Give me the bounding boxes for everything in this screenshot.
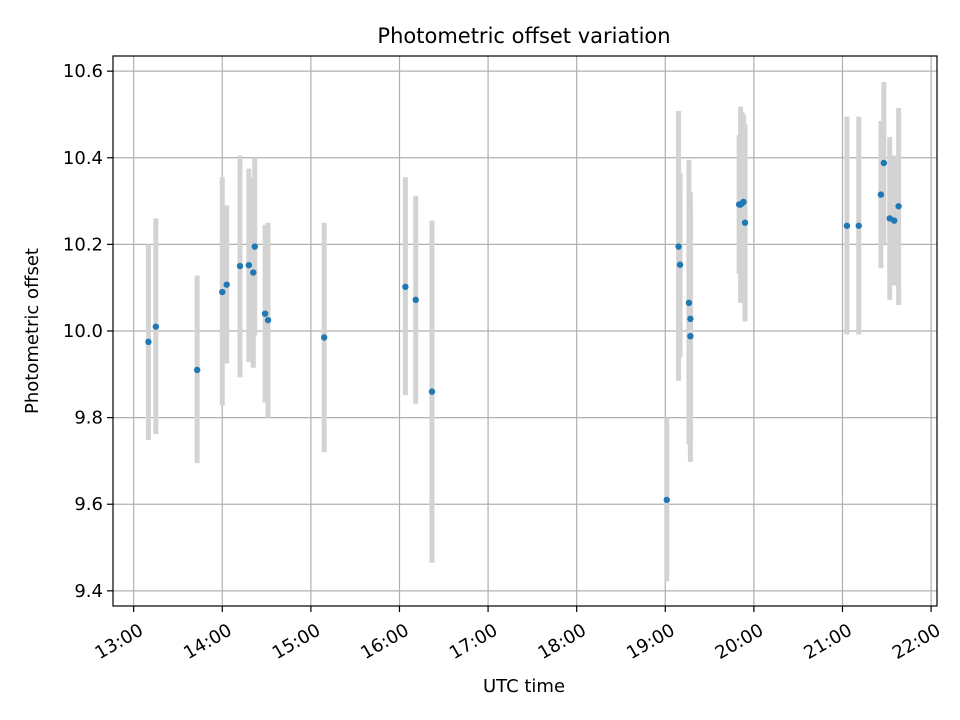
y-axis-label: Photometric offset [22, 248, 43, 414]
y-axis: 9.4 9.6 9.8 10.0 10.2 10.4 10.6 [63, 61, 113, 602]
data-point [251, 243, 258, 250]
data-point [261, 310, 269, 317]
data-point [687, 315, 694, 323]
data-point [741, 219, 749, 226]
y-tick-label: 9.4 [74, 581, 103, 602]
data-point [685, 299, 693, 307]
data-point [193, 366, 201, 374]
data-point [320, 334, 328, 341]
y-tick-label: 10.4 [63, 148, 103, 169]
y-tick-label: 10.6 [63, 61, 103, 82]
data-points [145, 159, 902, 504]
data-point [843, 222, 851, 229]
data-point [890, 217, 898, 224]
data-point [219, 288, 226, 296]
data-point [402, 283, 409, 291]
data-point [250, 269, 257, 276]
data-point [855, 222, 862, 229]
data-point [412, 296, 419, 304]
data-point [428, 388, 436, 395]
data-point [245, 261, 253, 269]
data-point [236, 262, 244, 270]
data-point [663, 496, 670, 504]
grid [113, 56, 937, 606]
chart-title: Photometric offset variation [377, 24, 670, 48]
data-point [687, 332, 694, 340]
data-point [895, 203, 902, 210]
y-tick-label: 10.0 [63, 321, 103, 342]
data-point [223, 281, 230, 288]
data-point [676, 261, 684, 268]
y-tick-label: 10.2 [63, 234, 103, 255]
y-tick-label: 9.8 [74, 408, 103, 429]
x-axis-label: UTC time [483, 676, 565, 697]
data-point [152, 323, 160, 330]
data-point [740, 198, 747, 206]
y-tick-label: 9.6 [74, 494, 103, 515]
data-point [880, 159, 888, 167]
data-point [145, 338, 152, 346]
data-point [877, 191, 885, 198]
data-point [264, 316, 272, 324]
data-point [675, 243, 682, 250]
